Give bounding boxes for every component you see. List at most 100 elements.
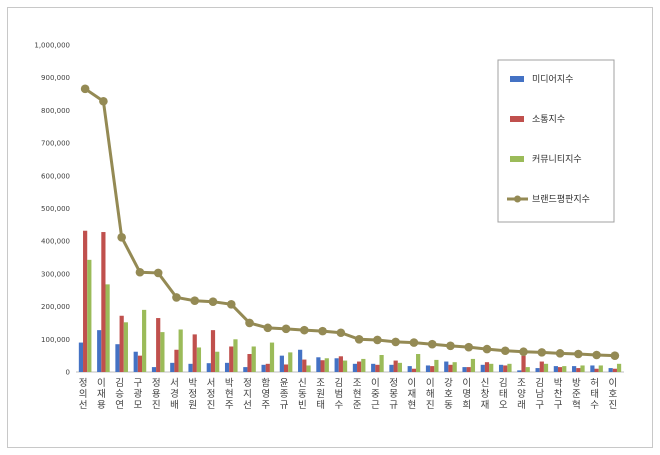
bar [389, 364, 394, 372]
bar [521, 355, 526, 372]
bar [233, 339, 238, 372]
bar [210, 330, 216, 372]
bar [598, 365, 603, 372]
bar [101, 232, 106, 372]
line-point [336, 328, 346, 338]
legend-label: 미디어지수 [532, 74, 573, 85]
bar [142, 309, 147, 372]
bar [279, 355, 284, 372]
bar [243, 367, 248, 372]
bar [192, 334, 197, 372]
bar [306, 365, 311, 372]
line-point [281, 324, 291, 334]
bar [452, 362, 457, 372]
legend-swatch [510, 76, 524, 82]
line-point [208, 297, 218, 306]
y-tick-label: 700,000 [41, 140, 70, 148]
bar [105, 284, 110, 372]
legend-swatch [510, 156, 524, 162]
bar [484, 362, 490, 372]
bar [489, 363, 494, 372]
bar [507, 363, 512, 372]
line-point [300, 325, 309, 335]
bar [87, 259, 92, 372]
y-tick-label: 900,000 [41, 74, 70, 82]
bar [97, 330, 102, 372]
bar [411, 368, 417, 372]
bar [448, 364, 453, 372]
brand-reputation-chart: 0 100,000 200,000 300,000 400,000 500,000 600,… [34, 42, 624, 411]
bar [416, 354, 421, 372]
line-point [446, 341, 455, 351]
bar [517, 370, 522, 372]
bar [156, 318, 161, 372]
bar [407, 366, 412, 372]
bar [174, 349, 179, 372]
bar [265, 363, 270, 372]
bar [616, 363, 622, 372]
line-point [99, 96, 108, 106]
line-point [482, 344, 492, 354]
x-axis-labels: 정 의 선 이 재 용 김 승 연 구 광 모 정 용 진 서 경 배 박 정 원 서 정 진 박 현 주 정 지 선 함 영 주 윤 종 규 신 동 빈 조… [79, 377, 618, 411]
bar [324, 358, 329, 372]
bar [562, 366, 567, 372]
bar [188, 363, 193, 372]
line-point [391, 337, 400, 347]
bar [379, 355, 384, 372]
y-tick-label: 1,000,000 [34, 42, 70, 50]
line-point [80, 84, 90, 94]
legend-box [497, 59, 615, 223]
line-point [135, 267, 145, 277]
line-point [519, 347, 528, 357]
bar [151, 367, 157, 372]
bar [543, 363, 549, 372]
line-point [153, 268, 163, 278]
bar [133, 351, 138, 372]
bar [397, 362, 402, 372]
bar [170, 362, 175, 372]
bar [123, 322, 128, 372]
line-point [373, 335, 382, 345]
bar [580, 365, 585, 372]
bar [608, 368, 613, 372]
bar [251, 346, 256, 372]
chart-frame: 0 100,000 200,000 300,000 400,000 500,000 600,… [7, 7, 653, 448]
bar [298, 349, 303, 372]
bar [215, 351, 220, 372]
legend-label: 브랜드평판지수 [532, 194, 590, 205]
line-point [610, 351, 620, 360]
legend-swatch [510, 116, 524, 122]
bars [78, 230, 622, 372]
bar [196, 347, 202, 372]
bar [462, 367, 467, 372]
bar [525, 367, 530, 372]
y-tick-label: 800,000 [41, 107, 70, 115]
line-point [318, 326, 327, 336]
bar [480, 364, 485, 372]
bar [553, 366, 558, 372]
bar [261, 364, 266, 372]
bar [393, 360, 398, 372]
line-point [190, 296, 200, 306]
legend-swatch-point [514, 195, 521, 203]
y-tick-label: 600,000 [41, 172, 70, 180]
line-point [537, 348, 547, 357]
axes: 0 100,000 200,000 300,000 400,000 500,000 600,… [34, 42, 624, 377]
line-point [500, 346, 510, 356]
